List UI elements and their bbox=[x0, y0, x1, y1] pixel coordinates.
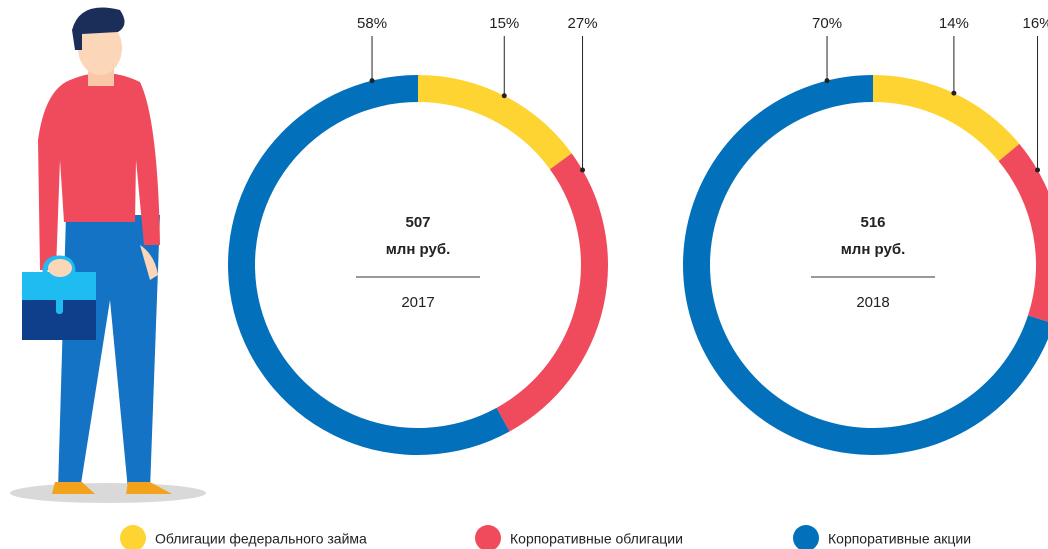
donut-segment bbox=[496, 153, 609, 432]
year: 2017 bbox=[401, 294, 434, 311]
leader-dot bbox=[1035, 167, 1041, 173]
center-value: 507 bbox=[405, 214, 430, 231]
year: 2018 bbox=[856, 294, 889, 311]
value-label: 14% bbox=[939, 15, 969, 32]
person-illustration bbox=[10, 7, 206, 503]
legend-label: Корпоративные акции bbox=[828, 531, 971, 547]
value-label: 16% bbox=[1023, 15, 1048, 32]
value-label: 27% bbox=[568, 15, 598, 32]
value-label: 15% bbox=[489, 15, 519, 32]
center-unit: млн руб. bbox=[841, 241, 906, 258]
center-unit: млн руб. bbox=[386, 241, 451, 258]
leader-dot bbox=[501, 93, 507, 99]
donut-segment bbox=[998, 143, 1048, 322]
leader-dot bbox=[824, 78, 830, 84]
donut-segment bbox=[228, 75, 510, 455]
legend-swatch bbox=[120, 525, 146, 549]
value-label: 58% bbox=[357, 15, 387, 32]
donut-segment bbox=[873, 75, 1020, 162]
legend-swatch bbox=[475, 525, 501, 549]
leader-dot bbox=[951, 90, 957, 96]
donut-segment bbox=[418, 75, 572, 170]
value-label: 70% bbox=[812, 15, 842, 32]
legend-label: Корпоративные облигации bbox=[510, 531, 683, 547]
leader-dot bbox=[580, 167, 586, 173]
leader-dot bbox=[369, 78, 375, 84]
legend-swatch bbox=[793, 525, 819, 549]
center-value: 516 bbox=[860, 214, 885, 231]
legend-label: Облигации федерального займа bbox=[155, 531, 367, 547]
